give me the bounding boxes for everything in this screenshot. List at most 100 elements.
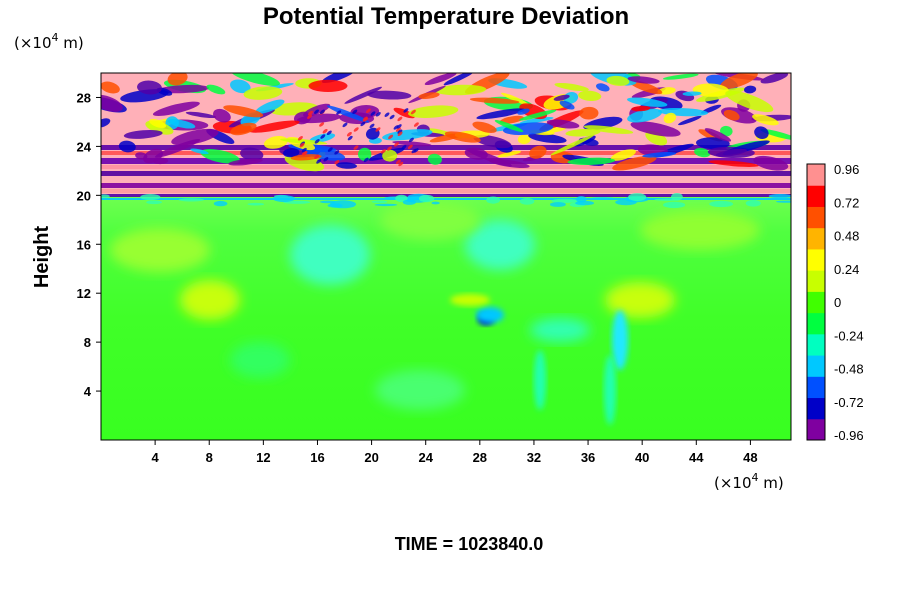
- stratosphere-wave-cell: [118, 140, 136, 153]
- wave-packet-cell: [380, 149, 386, 154]
- wave-packet-cell: [314, 154, 320, 159]
- colorbar-segment: [807, 227, 825, 250]
- wave-packet-cell: [410, 109, 416, 115]
- stratosphere-wave-cell: [642, 152, 677, 158]
- stratosphere-wave-cell: [720, 125, 733, 137]
- tropopause-feature: [776, 200, 791, 203]
- wave-packet-cell: [397, 116, 403, 122]
- field-feature: [450, 294, 490, 306]
- tropopause-feature: [431, 201, 440, 205]
- x-tick-label: 48: [743, 450, 757, 465]
- stratosphere-wave-cell: [554, 82, 589, 92]
- tropopause-feature: [178, 198, 204, 202]
- colorbar-tick-label: -0.96: [834, 428, 864, 443]
- y-tick-label: 20: [77, 188, 91, 203]
- stratosphere-wave-cell: [723, 109, 740, 121]
- wave-packet-cell: [401, 144, 407, 150]
- y-tick-label: 12: [77, 286, 91, 301]
- x-tick-label: 8: [206, 450, 213, 465]
- stratosphere-wave-cell: [206, 84, 226, 95]
- wave-packet-cell: [403, 108, 409, 113]
- colorbar-segment: [807, 164, 825, 186]
- stratosphere-wave-cell: [472, 121, 497, 133]
- colorbar-tick-label: -0.24: [834, 328, 864, 343]
- stratosphere-wave-cell: [565, 128, 601, 137]
- x-tick-label: 12: [256, 450, 270, 465]
- colorbar-tick-label: 0.48: [834, 229, 859, 244]
- colorbar: 0.96 0.72 0.48 0.24 0 -0.24 -0.48 -0.72 -0.96: [806, 162, 864, 443]
- stratosphere-wave-cell: [185, 111, 217, 119]
- stratosphere-wave-cell: [255, 99, 285, 114]
- wave-packet-cell: [375, 112, 381, 117]
- field-feature: [180, 280, 240, 320]
- tropopause-feature: [395, 194, 408, 203]
- stratosphere-wave-cell: [567, 157, 616, 165]
- wave-packet-cell: [398, 161, 404, 167]
- stratosphere-wave-cell: [358, 147, 372, 161]
- wave-packet-cell: [346, 131, 352, 137]
- stratosphere-wave-cell: [154, 139, 201, 158]
- colorbar-tick-label: -0.72: [834, 395, 864, 410]
- colorbar-tick-label: 0.96: [834, 162, 859, 177]
- tropopause-feature: [628, 193, 647, 202]
- tropopause-feature: [551, 198, 580, 203]
- stratosphere-wave-cell: [694, 147, 711, 158]
- tropopause-feature: [575, 196, 587, 203]
- stratosphere-wave-cell: [228, 158, 263, 166]
- stratosphere-band: [101, 198, 791, 200]
- stratosphere-wave-cell: [663, 112, 677, 124]
- wave-packet-cell: [365, 108, 371, 114]
- field-feature: [476, 307, 504, 323]
- plot-area: [101, 73, 791, 440]
- stratosphere-wave-cell: [682, 91, 702, 96]
- field-feature: [612, 310, 628, 370]
- stratosphere-wave-cell: [553, 94, 570, 101]
- stratosphere-wave-cell: [190, 148, 209, 155]
- x-axis-unit-label: (×104 m): [714, 471, 784, 492]
- colorbar-segment: [807, 376, 825, 399]
- stratosphere-band: [101, 171, 791, 176]
- y-axis-unit-label: (×104 m): [14, 31, 84, 52]
- stratosphere-wave-cell: [200, 149, 240, 164]
- stratosphere-wave-cell: [596, 83, 610, 92]
- tropopause-feature: [327, 203, 343, 208]
- colorbar-segment: [807, 248, 825, 271]
- stratosphere-wave-cell: [752, 114, 779, 126]
- stratosphere-wave-cell: [249, 120, 300, 133]
- stratosphere-band: [101, 158, 791, 164]
- x-tick-label: 44: [689, 450, 704, 465]
- stratosphere-wave-cell: [499, 115, 524, 124]
- wave-packet-cell: [326, 130, 332, 136]
- stratosphere-wave-cell: [517, 108, 530, 115]
- stratosphere-wave-cell: [519, 117, 554, 124]
- stratosphere-wave-cell: [321, 73, 357, 84]
- stratosphere-wave-cell: [753, 155, 789, 171]
- stratosphere-wave-cell: [424, 73, 457, 86]
- wave-packet-cell: [353, 145, 359, 150]
- wave-packet-cell: [375, 127, 381, 132]
- wave-packet-cell: [395, 127, 401, 132]
- stratosphere-wave-cell: [101, 81, 120, 94]
- stratosphere-wave-cell: [547, 126, 567, 133]
- field-feature: [605, 282, 675, 318]
- wave-packet-cell: [384, 112, 390, 117]
- wave-packet-cell: [413, 148, 419, 153]
- stratosphere-wave-cell: [700, 104, 722, 114]
- wave-packet-cell: [387, 146, 392, 151]
- field-feature: [375, 370, 465, 410]
- wave-packet-cell: [307, 114, 313, 119]
- wave-packet-cell: [408, 137, 414, 143]
- wave-packet-cell: [389, 114, 395, 120]
- field-feature: [465, 220, 535, 270]
- stratosphere-wave-cell: [101, 94, 123, 112]
- wave-packet-cell: [369, 123, 375, 129]
- stratosphere-wave-cell: [550, 151, 575, 164]
- x-tick-label: 28: [473, 450, 487, 465]
- field-feature: [530, 318, 590, 342]
- wave-packet-cell: [319, 109, 325, 115]
- wave-packet-cell: [342, 122, 348, 128]
- stratosphere-band: [101, 145, 791, 150]
- stratosphere-wave-cell: [443, 73, 475, 86]
- wave-packet-cell: [319, 122, 325, 127]
- stratosphere-wave-cell: [290, 154, 322, 161]
